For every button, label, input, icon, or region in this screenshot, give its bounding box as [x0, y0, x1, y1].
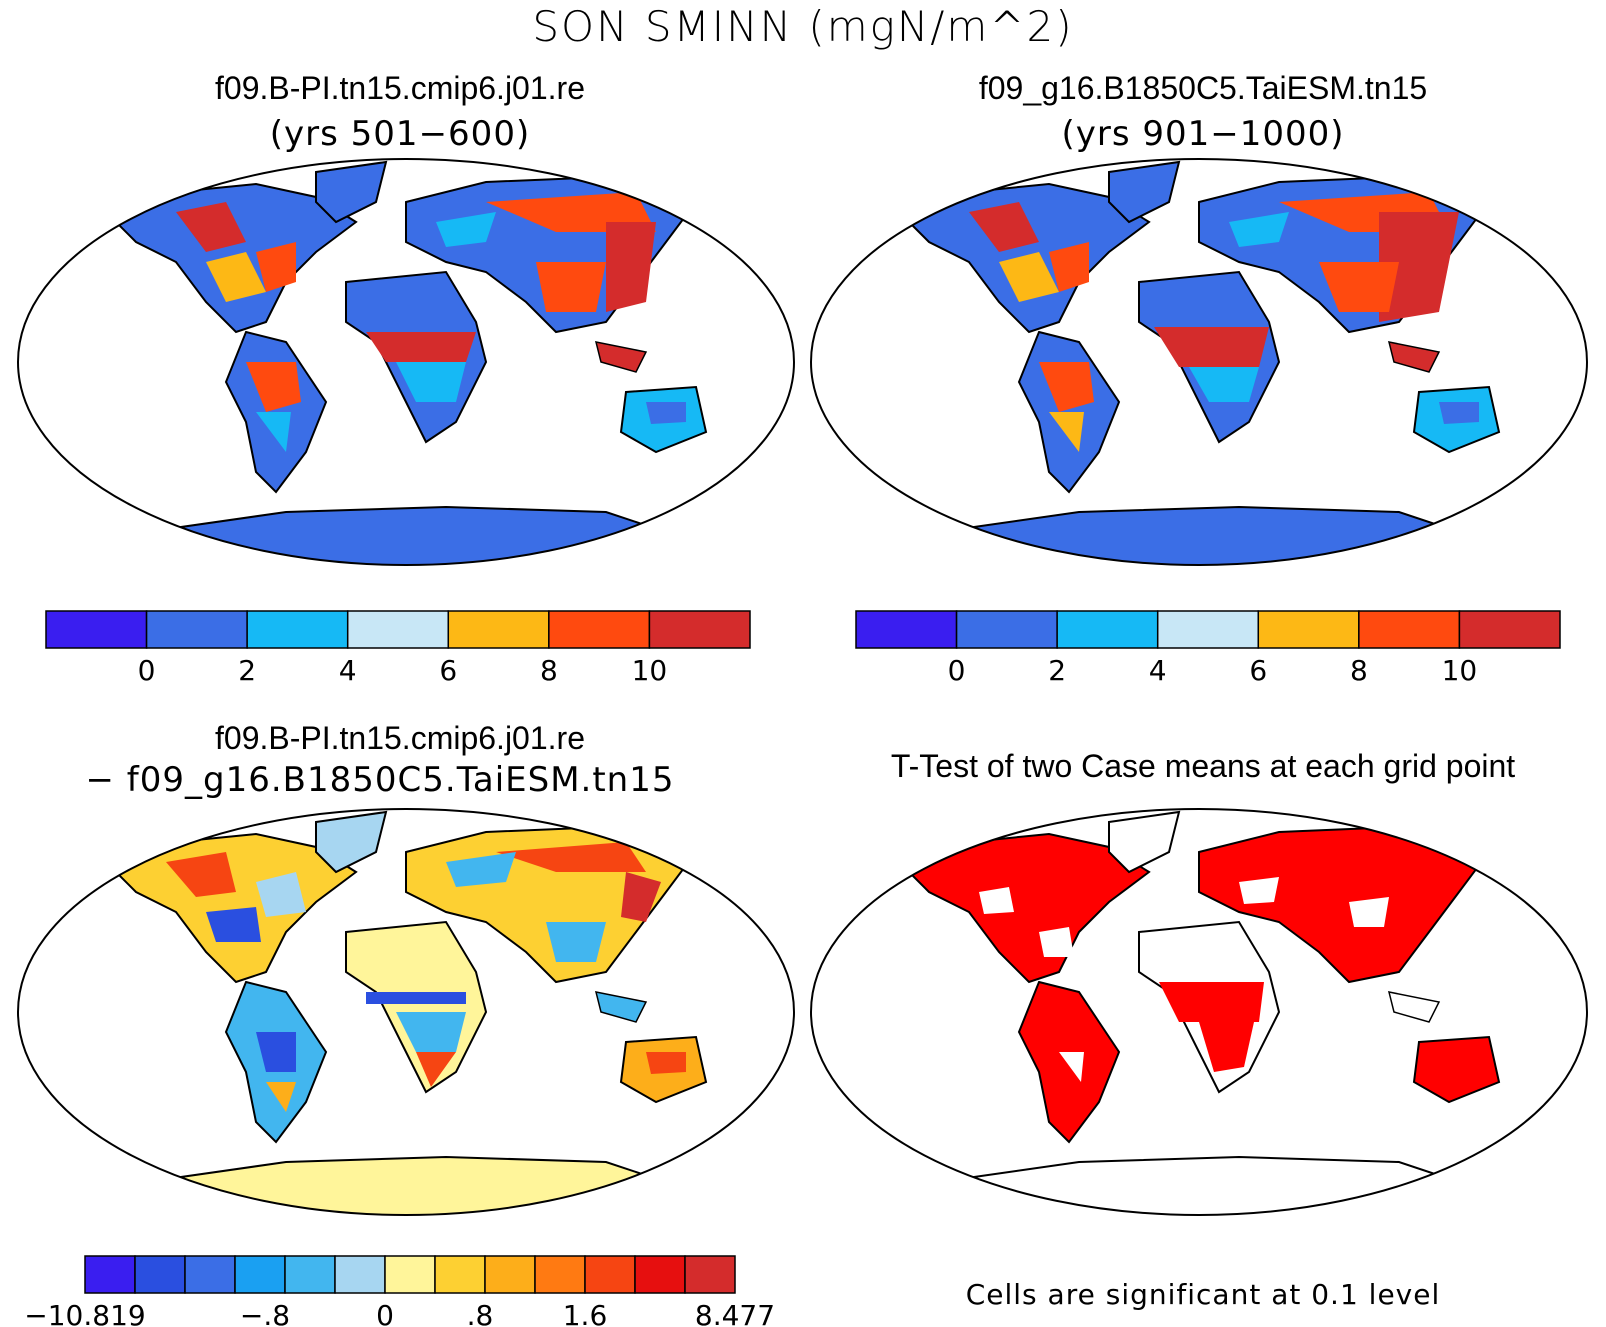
map-panel-3 — [103, 810, 709, 1215]
panel2-subtitle: (yrs 901−1000) — [1061, 114, 1345, 154]
panel1-subtitle: (yrs 501−600) — [269, 114, 531, 154]
colorbar-2-tick-label: 4 — [1149, 654, 1167, 687]
map-border-3 — [17, 808, 795, 1216]
colorbar-1-tick-label: 6 — [439, 654, 457, 687]
map-border-2 — [810, 158, 1588, 566]
colorbar-1-tick-label: 4 — [339, 654, 357, 687]
colorbar-2-swatch — [1156, 610, 1260, 649]
colorbar-1-tick-label: 8 — [540, 654, 558, 687]
colorbar-1-swatch — [246, 610, 349, 649]
colorbar-3-tick-label: 0 — [376, 1299, 394, 1327]
colorbar-2-tick-label: 6 — [1249, 654, 1267, 687]
colorbar-1-tick-label: 10 — [632, 654, 668, 687]
antarctica — [103, 505, 709, 565]
colorbar-3-swatch — [284, 1255, 336, 1294]
colorbar-2-tick-label: 2 — [1048, 654, 1066, 687]
colorbar-3-swatch — [234, 1255, 286, 1294]
colorbar-1-swatch — [447, 610, 550, 649]
colorbar-3-swatch — [334, 1255, 386, 1294]
map-panel-2 — [896, 160, 1502, 565]
colorbar-1-swatch — [548, 610, 651, 649]
colorbar-3-swatch — [484, 1255, 536, 1294]
colorbar-1-swatch — [648, 610, 751, 649]
colorbar-3-tick-label: −10.819 — [24, 1299, 145, 1327]
colorbar-3-swatch — [584, 1255, 636, 1294]
colorbar-1-swatch — [145, 610, 248, 649]
panel3-title: f09.B-PI.tn15.cmip6.j01.re — [215, 720, 585, 756]
map-panel-4 — [896, 810, 1502, 1215]
significance-note: Cells are significant at 0.1 level — [965, 1278, 1441, 1311]
colorbar-2-tick-label: 10 — [1442, 654, 1478, 687]
colorbar-1-swatch — [346, 610, 450, 649]
panel2-title: f09_g16.B1850C5.TaiESM.tn15 — [978, 70, 1428, 106]
colorbar-2-swatch — [1358, 610, 1461, 649]
colorbar-3-swatch — [184, 1255, 236, 1294]
colorbar-3-swatch — [534, 1255, 586, 1294]
map-border-1 — [17, 158, 795, 566]
colorbar-2-tick-label: 0 — [948, 654, 966, 687]
colorbar-panel-3: −10.819 −.8 0 .8 1.6 8.477 — [24, 1255, 775, 1327]
greenland — [315, 160, 388, 224]
map-panel-1 — [103, 160, 709, 565]
colorbar-3-tick-label: −.8 — [240, 1299, 290, 1327]
colorbar-3-swatch — [384, 1255, 436, 1294]
panel4-title: T-Test of two Case means at each grid po… — [890, 748, 1516, 784]
colorbar-3-tick-label: .8 — [467, 1299, 494, 1327]
colorbar-3-tick-label: 8.477 — [695, 1299, 775, 1327]
colorbar-1-tick-label: 2 — [238, 654, 256, 687]
colorbar-1-swatch — [45, 610, 148, 649]
colorbar-panel-1: 0 2 4 6 8 10 — [45, 610, 751, 687]
colorbar-3-swatch — [684, 1255, 736, 1294]
colorbar-2-swatch — [1257, 610, 1360, 649]
figure-title: SON SMINN (mgN/m^2) — [532, 2, 1074, 51]
colorbar-3-swatch — [134, 1255, 186, 1294]
colorbar-2-tick-label: 8 — [1350, 654, 1368, 687]
colorbar-2-swatch — [1458, 610, 1561, 649]
colorbar-1-tick-label: 0 — [138, 654, 156, 687]
colorbar-2-swatch — [855, 610, 958, 649]
map-border-4 — [810, 808, 1588, 1216]
colorbar-3-swatch — [634, 1255, 686, 1294]
colorbar-panel-2: 0 2 4 6 8 10 — [855, 610, 1561, 687]
panel1-title: f09.B-PI.tn15.cmip6.j01.re — [215, 70, 585, 106]
colorbar-2-swatch — [955, 610, 1058, 649]
colorbar-3-swatch — [84, 1255, 136, 1294]
colorbar-2-swatch — [1056, 610, 1159, 649]
colorbar-3-swatch — [434, 1255, 486, 1294]
panel3-subtitle: − f09_g16.B1850C5.TaiESM.tn15 — [85, 760, 675, 800]
colorbar-3-tick-label: 1.6 — [563, 1299, 608, 1327]
